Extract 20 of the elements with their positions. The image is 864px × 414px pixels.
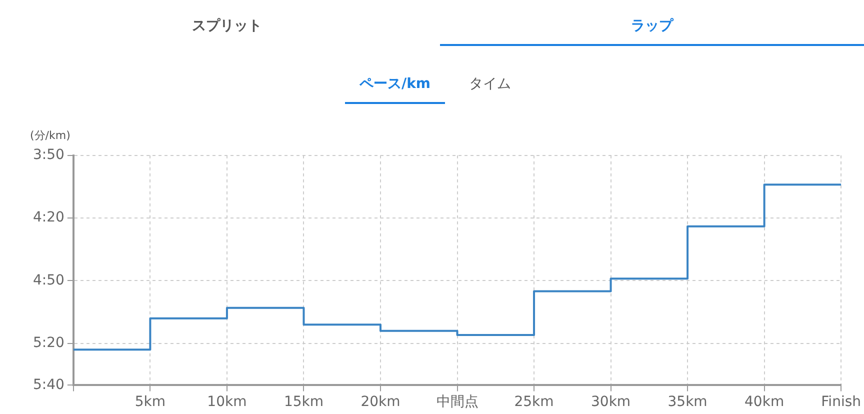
y-tick-label: 4:20 bbox=[32, 210, 64, 226]
x-tick-label: 5km bbox=[134, 394, 166, 410]
y-tick-label: 4:50 bbox=[32, 272, 64, 288]
x-tick-label: 30km bbox=[591, 394, 631, 410]
x-tick-label: 25km bbox=[514, 394, 554, 410]
x-tick-label: 20km bbox=[360, 394, 400, 410]
x-tick-label: 10km bbox=[207, 394, 247, 410]
y-axis-title: (分/km) bbox=[30, 128, 70, 143]
x-tick-label: 15km bbox=[284, 394, 324, 410]
text: ラップ bbox=[630, 17, 675, 35]
text: ペース/km bbox=[358, 75, 432, 93]
text: スプリット bbox=[191, 17, 263, 35]
x-tick-label: 35km bbox=[668, 394, 708, 410]
x-tick-label: 中間点 bbox=[436, 394, 478, 410]
x-tick-label: Finish bbox=[821, 394, 862, 410]
x-tick-label: 40km bbox=[744, 394, 784, 410]
y-tick-label: 5:40 bbox=[32, 376, 64, 393]
y-tick-label: 3:50 bbox=[32, 147, 64, 164]
y-tick-label: 5:20 bbox=[32, 335, 64, 352]
text: タイム bbox=[468, 75, 512, 93]
